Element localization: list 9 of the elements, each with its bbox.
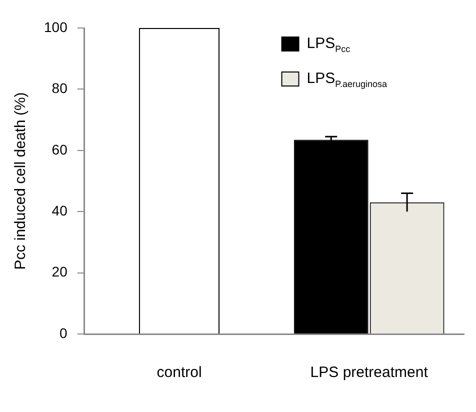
- y-tick-label: 80: [52, 80, 68, 96]
- y-axis-title: Pcc induced cell death (%): [12, 92, 30, 270]
- y-tick-label: 0: [60, 324, 68, 341]
- y-tick-label: 40: [52, 202, 68, 218]
- y-tick-label: 100: [44, 18, 68, 35]
- y-tick-label: 20: [52, 264, 68, 280]
- x-tick-label: control: [156, 364, 202, 382]
- y-tick-label: 60: [52, 141, 68, 158]
- x-tick-label: LPS pretreatment: [310, 364, 429, 382]
